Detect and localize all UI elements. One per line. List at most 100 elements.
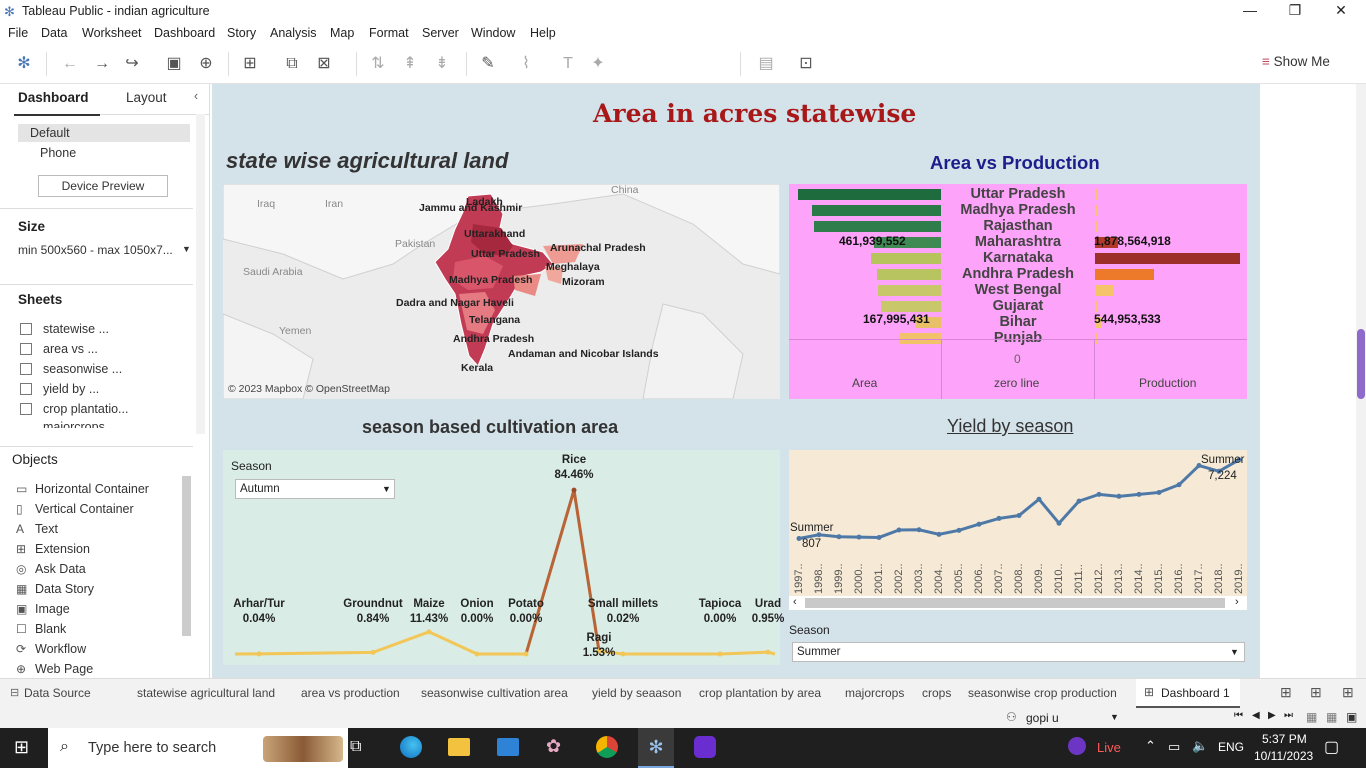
object-image[interactable]: Image — [35, 602, 70, 616]
file-explorer-icon[interactable] — [448, 738, 470, 756]
pin-icon[interactable]: ✦ — [591, 55, 605, 72]
presentation-icon[interactable]: ⊡ — [799, 55, 813, 72]
area-bar[interactable] — [870, 253, 941, 264]
highlight-icon[interactable]: ✎ — [481, 55, 495, 72]
tab-yield[interactable]: yield by seaason — [592, 686, 682, 700]
menu-analysis[interactable]: Analysis — [270, 26, 317, 40]
menu-dashboard[interactable]: Dashboard — [154, 26, 216, 40]
tableau-taskbar-icon[interactable]: ✻ — [638, 728, 674, 768]
production-bar[interactable] — [1095, 301, 1098, 312]
production-bar[interactable] — [1095, 269, 1155, 280]
area-vs-production-chart[interactable]: Uttar Pradesh Madhya Pradesh Rajasthan Maha… — [789, 184, 1247, 399]
production-bar[interactable] — [1095, 189, 1098, 200]
state-map[interactable]: Iraq Iran China Saudi Arabia Pakistan Ye… — [223, 184, 780, 399]
area-bar[interactable] — [797, 189, 941, 200]
clock-date[interactable]: 10/11/2023 — [1254, 749, 1314, 763]
task-view-icon[interactable]: ⧉ — [350, 738, 362, 755]
sort-ascending-icon[interactable]: ⇞ — [403, 55, 417, 72]
season-cultivation-chart[interactable]: Season Autumn ▼ Arhar/Tur 0.04% Groundnut 0… — [223, 450, 784, 665]
tableau-home-icon[interactable]: ✻ — [17, 55, 31, 72]
area-bar[interactable] — [878, 285, 941, 296]
sheet-majorcrops[interactable]: majorcrops — [43, 420, 105, 428]
volume-icon[interactable]: 🔈 — [1192, 738, 1209, 753]
left-pane-scrollbar[interactable] — [196, 114, 205, 434]
show-me-button[interactable]: ≡ Show Me — [1262, 54, 1330, 69]
close-button[interactable]: ✕ — [1335, 2, 1347, 18]
new-data-source-icon[interactable]: ⊕ — [199, 55, 213, 72]
tab-area-vs-production[interactable]: area vs production — [301, 686, 400, 700]
menu-worksheet[interactable]: Worksheet — [82, 26, 142, 40]
menu-format[interactable]: Format — [369, 26, 409, 40]
size-dropdown[interactable]: min 500x560 - max 1050x7... — [18, 243, 173, 257]
grid-view-icon[interactable]: ▦ — [1326, 710, 1338, 724]
production-bar[interactable] — [1095, 221, 1098, 232]
area-bar[interactable] — [916, 317, 941, 328]
tab-crops[interactable]: crops — [922, 686, 952, 700]
next-sheet-icon[interactable]: ▶ — [1268, 710, 1276, 721]
chrome-icon[interactable] — [596, 736, 618, 758]
season-filter-dropdown[interactable]: Autumn ▼ — [235, 479, 395, 499]
labels-icon[interactable]: T — [563, 55, 573, 72]
production-bar[interactable] — [1095, 333, 1098, 344]
show-cards-icon[interactable]: ▤ — [758, 55, 774, 72]
object-data-story[interactable]: Data Story — [35, 582, 95, 596]
object-workflow[interactable]: Workflow — [35, 642, 87, 656]
yield-by-season-chart[interactable]: 1997.. 1998.. 1999.. 2000.. 2001.. 2002.. 2003… — [789, 450, 1247, 600]
tab-dashboard[interactable]: Dashboard — [18, 90, 89, 105]
object-extension[interactable]: Extension — [35, 542, 90, 556]
device-phone[interactable]: Phone — [40, 146, 77, 160]
filmstrip-view-icon[interactable]: ▦ — [1306, 710, 1318, 724]
object-ask-data[interactable]: Ask Data — [35, 562, 86, 576]
tab-statewise[interactable]: statewise agricultural land — [137, 686, 276, 700]
menu-story[interactable]: Story — [227, 26, 257, 40]
object-blank[interactable]: Blank — [35, 622, 67, 636]
undo-icon[interactable]: ← — [62, 55, 78, 72]
object-web-page[interactable]: Web Page — [35, 662, 94, 676]
minimize-button[interactable]: — — [1243, 2, 1257, 18]
tab-dashboard-1[interactable]: Dashboard 1 — [1161, 686, 1230, 700]
redo-icon[interactable]: → — [94, 55, 110, 72]
object-text[interactable]: Text — [35, 522, 58, 536]
production-bar[interactable] — [1095, 285, 1114, 296]
save-icon[interactable]: ▣ — [166, 55, 182, 72]
mail-icon[interactable] — [497, 738, 519, 756]
taskbar-search-box[interactable]: ⌕ Type here to search — [48, 728, 348, 768]
new-dashboard-tab-icon[interactable]: ⊞ — [1310, 684, 1322, 700]
menu-window[interactable]: Window — [471, 26, 516, 40]
swap-icon[interactable]: ⇅ — [371, 55, 385, 72]
tab-majorcrops[interactable]: majorcrops — [845, 686, 905, 700]
tab-data-source[interactable]: Data Source — [24, 686, 91, 700]
scroll-right-icon[interactable]: › — [1235, 596, 1239, 608]
area-bar[interactable] — [813, 221, 941, 232]
area-bar[interactable] — [898, 333, 941, 344]
object-vertical-container[interactable]: Vertical Container — [35, 502, 134, 516]
user-name[interactable]: gopi u — [1026, 711, 1059, 725]
tab-seasonwise-crop-production[interactable]: seasonwise crop production — [968, 686, 1117, 700]
sort-descending-icon[interactable]: ⇟ — [435, 55, 449, 72]
scrollbar-thumb[interactable] — [805, 598, 1225, 608]
prev-sheet-icon[interactable]: ◀ — [1252, 710, 1260, 721]
menu-data[interactable]: Data — [41, 26, 68, 40]
sheet-statewise[interactable]: statewise ... — [43, 322, 109, 336]
sheet-yield-by[interactable]: yield by ... — [43, 382, 100, 396]
canvas-scrollbar-thumb[interactable] — [1357, 329, 1365, 399]
device-default[interactable] — [18, 124, 190, 142]
new-worksheet-icon[interactable]: ⊞ — [243, 55, 257, 72]
collapse-pane-icon[interactable]: ‹ — [194, 89, 199, 103]
new-worksheet-tab-icon[interactable]: ⊞ — [1280, 684, 1292, 700]
area-bar[interactable] — [811, 205, 941, 216]
last-sheet-icon[interactable]: ⏭ — [1284, 710, 1293, 721]
clear-sheet-icon[interactable]: ⊠ — [317, 55, 331, 72]
production-bar[interactable] — [1095, 317, 1102, 328]
menu-file[interactable]: File — [8, 26, 29, 40]
clock-time[interactable]: 5:37 PM — [1262, 732, 1307, 746]
production-bar[interactable] — [1095, 237, 1118, 248]
tabs-view-icon[interactable]: ▣ — [1346, 710, 1358, 724]
area-bar[interactable] — [873, 237, 941, 248]
production-bar[interactable] — [1095, 253, 1240, 264]
maximize-button[interactable]: ❐ — [1288, 2, 1302, 18]
tray-chevron-up-icon[interactable]: ⌃ — [1145, 738, 1156, 753]
first-sheet-icon[interactable]: ⏮ — [1234, 710, 1243, 721]
objects-scrollbar[interactable] — [182, 476, 191, 636]
group-icon[interactable]: ⌇ — [522, 55, 530, 72]
